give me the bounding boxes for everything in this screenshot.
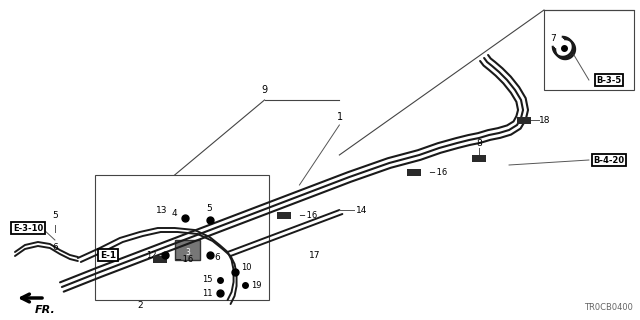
Text: 14: 14 (356, 205, 368, 214)
Bar (472, 155, 486, 162)
Text: 17: 17 (309, 251, 321, 260)
Text: 1: 1 (337, 112, 344, 122)
Bar (407, 169, 421, 176)
Text: 5: 5 (207, 204, 212, 213)
Text: 3: 3 (185, 247, 190, 257)
Bar (517, 117, 531, 124)
Text: 6: 6 (214, 253, 220, 262)
Text: E-3-10: E-3-10 (13, 223, 43, 233)
Text: 13: 13 (156, 206, 168, 215)
Text: TR0CB0400: TR0CB0400 (584, 303, 634, 312)
Text: B-4-20: B-4-20 (593, 156, 625, 164)
Text: 9: 9 (262, 85, 268, 95)
Text: 8: 8 (476, 139, 482, 148)
Text: E-1: E-1 (100, 251, 116, 260)
Bar (544, 10, 634, 90)
Text: 2: 2 (137, 300, 143, 309)
Text: ─ 16: ─ 16 (175, 254, 193, 263)
Text: ─ 16: ─ 16 (429, 167, 447, 177)
Text: 4: 4 (172, 209, 178, 218)
Text: 6: 6 (52, 243, 58, 252)
Bar (278, 212, 291, 219)
Text: ─ 16: ─ 16 (300, 211, 317, 220)
Bar (175, 240, 200, 260)
Text: 12: 12 (146, 251, 157, 260)
Text: 7: 7 (550, 34, 556, 43)
Bar (153, 256, 166, 263)
Text: 18: 18 (539, 116, 550, 124)
Text: FR.: FR. (35, 305, 56, 315)
Text: 19: 19 (252, 281, 262, 290)
Text: 15: 15 (202, 276, 212, 284)
Bar (95, 175, 269, 300)
Text: 11: 11 (202, 289, 212, 298)
Text: 10: 10 (241, 263, 252, 273)
Text: B-3-5: B-3-5 (596, 76, 621, 84)
Text: 5: 5 (52, 211, 58, 220)
